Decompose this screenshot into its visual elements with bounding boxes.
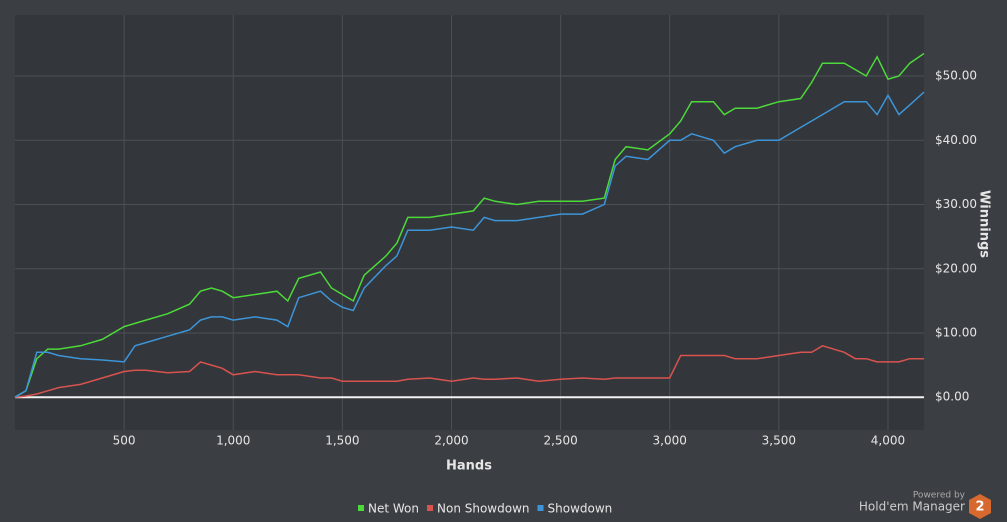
- legend-label: Showdown: [548, 502, 613, 516]
- legend: Net Won Non Showdown Showdown: [358, 502, 612, 516]
- badge: [969, 494, 991, 519]
- plot-area: [15, 15, 924, 430]
- badge-text: 2: [975, 500, 984, 515]
- legend-label: Non Showdown: [437, 502, 530, 516]
- legend-swatch: [537, 505, 544, 511]
- x-tick-label: 500: [113, 434, 136, 448]
- y-tick-label: $20.00: [935, 261, 977, 275]
- x-tick-label: 4,000: [871, 434, 905, 448]
- legend-swatch: [358, 505, 364, 511]
- powered-by: Powered by: [913, 491, 966, 501]
- y-tick-label: $0.00: [935, 390, 969, 404]
- y-tick-label: $40.00: [935, 133, 977, 147]
- x-axis-label: Hands: [446, 459, 492, 474]
- x-tick-label: 3,000: [653, 434, 687, 448]
- x-tick-label: 3,500: [762, 434, 796, 448]
- legend-label: Net Won: [368, 502, 419, 516]
- y-tick-label: $30.00: [935, 197, 977, 211]
- y-tick-label: $10.00: [935, 325, 977, 339]
- x-tick-label: 2,500: [543, 434, 577, 448]
- series-line: [14, 91, 925, 398]
- series-line: [14, 52, 925, 398]
- y-axis-label: Winnings: [977, 190, 992, 258]
- product-name: Hold'em Manager: [859, 500, 965, 514]
- x-tick-label: 1,000: [216, 434, 250, 448]
- legend-swatch: [427, 505, 433, 511]
- x-tick-label: 2,000: [434, 434, 468, 448]
- y-tick-label: $50.00: [935, 69, 977, 83]
- x-tick-label: 1,500: [325, 434, 359, 448]
- series-line: [14, 344, 924, 398]
